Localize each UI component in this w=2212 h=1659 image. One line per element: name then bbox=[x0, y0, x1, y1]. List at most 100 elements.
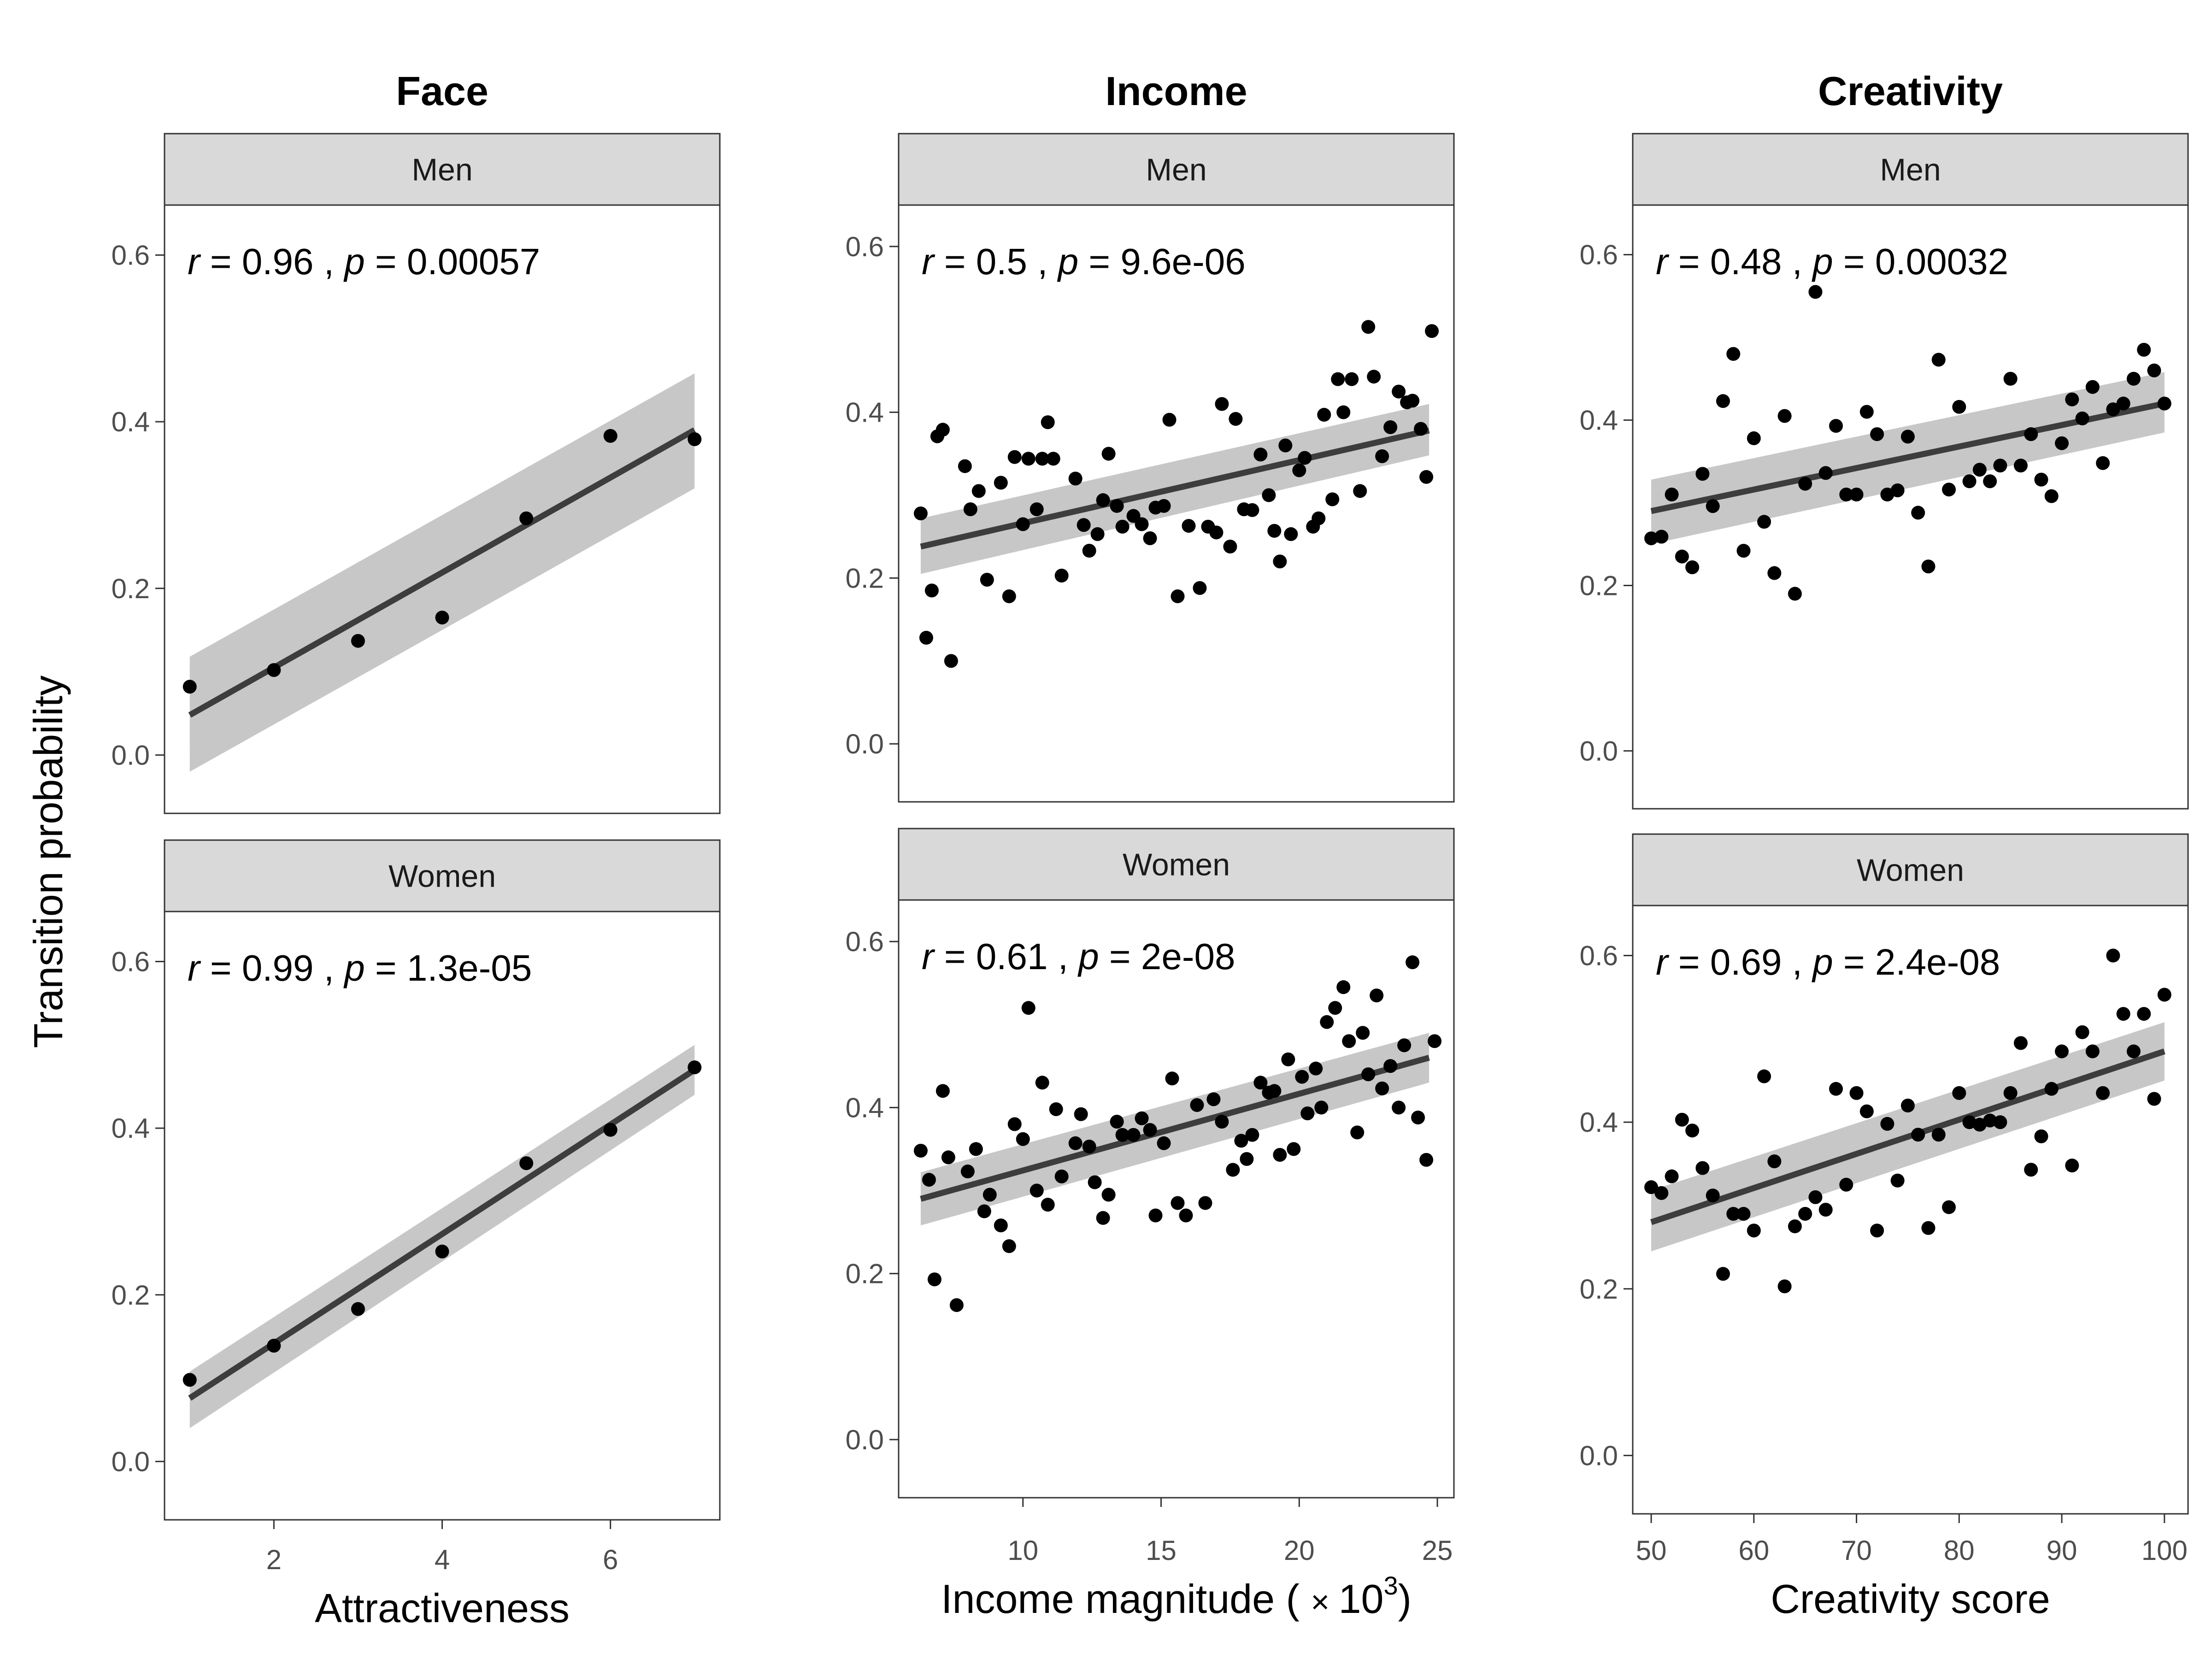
panel-border bbox=[164, 204, 721, 814]
data-point bbox=[1088, 1175, 1102, 1189]
data-point bbox=[1035, 1076, 1049, 1090]
plot-grid: Face Men 0.0 0.2 0.4 0.6 r = 0.96 , p = 0.0005… bbox=[112, 68, 2189, 1631]
data-point bbox=[2075, 411, 2089, 425]
data-point bbox=[1284, 527, 1298, 541]
r-symbol: r bbox=[1656, 241, 1670, 282]
column-face: Face Men 0.0 0.2 0.4 0.6 r = 0.96 , p = 0.0005… bbox=[112, 68, 721, 1631]
data-point bbox=[1900, 429, 1915, 444]
data-point bbox=[1983, 474, 1997, 488]
data-point bbox=[1002, 1239, 1016, 1253]
data-point bbox=[1777, 409, 1792, 423]
data-point bbox=[1077, 518, 1091, 532]
data-point bbox=[1685, 560, 1700, 574]
data-point bbox=[1654, 529, 1669, 544]
correlation-annotation: r = 0.48 , p = 0.00032 bbox=[1656, 241, 2008, 282]
data-point bbox=[1962, 474, 1977, 488]
data-point bbox=[1406, 955, 1420, 970]
data-point bbox=[980, 572, 994, 587]
data-point bbox=[1320, 1015, 1334, 1029]
data-point bbox=[1342, 1034, 1356, 1048]
data-point bbox=[2157, 396, 2171, 411]
data-point bbox=[1049, 1102, 1063, 1116]
data-point bbox=[994, 1218, 1008, 1233]
strip-box bbox=[898, 828, 1455, 901]
y-tick-label: 0.2 bbox=[1580, 570, 1618, 601]
data-point bbox=[1193, 581, 1207, 595]
data-point bbox=[1428, 1034, 1442, 1048]
x-axis-title-exponent: 3 bbox=[1383, 1571, 1398, 1600]
data-point bbox=[1952, 400, 1966, 414]
data-point bbox=[1046, 452, 1060, 466]
data-point bbox=[1068, 471, 1082, 486]
data-point bbox=[182, 680, 197, 694]
column-title: Face bbox=[396, 68, 488, 114]
data-point bbox=[1234, 1134, 1248, 1148]
r-value: = 0.61 , bbox=[934, 936, 1079, 977]
data-point bbox=[963, 502, 977, 517]
data-point bbox=[1021, 452, 1035, 466]
data-point bbox=[1126, 1128, 1141, 1142]
data-point bbox=[1110, 1114, 1124, 1129]
data-point bbox=[1767, 1154, 1782, 1169]
data-point bbox=[351, 1302, 365, 1316]
data-point bbox=[688, 432, 702, 447]
x-tick-label: 20 bbox=[1284, 1535, 1315, 1566]
p-value: = 2e-08 bbox=[1099, 936, 1235, 977]
data-point bbox=[1165, 1071, 1179, 1086]
data-point bbox=[1675, 549, 1689, 564]
data-point bbox=[1993, 459, 2007, 473]
data-point bbox=[1788, 587, 1802, 601]
data-point bbox=[1068, 1136, 1082, 1150]
data-point bbox=[1695, 467, 1710, 481]
strip-label: Men bbox=[412, 153, 472, 188]
x-axis-title: Attractiveness bbox=[315, 1585, 570, 1631]
data-point bbox=[1665, 1169, 1679, 1183]
data-point bbox=[1110, 499, 1124, 513]
data-point bbox=[2137, 343, 2151, 357]
y-tick-label: 0.4 bbox=[112, 406, 150, 437]
data-point bbox=[2003, 371, 2018, 386]
data-point bbox=[1392, 384, 1406, 399]
data-point bbox=[1993, 1115, 2007, 1130]
p-value: = 0.00057 bbox=[365, 241, 540, 282]
data-point bbox=[1245, 1128, 1259, 1142]
x-axis-title: Income magnitude ( × 103) bbox=[941, 1571, 1412, 1622]
data-point bbox=[1921, 559, 1936, 574]
data-point bbox=[1685, 1124, 1700, 1138]
r-symbol: r bbox=[922, 241, 935, 282]
column-title: Income bbox=[1105, 68, 1247, 114]
data-point bbox=[1911, 506, 1925, 520]
y-tick-label: 0.6 bbox=[1580, 940, 1618, 971]
data-point bbox=[1757, 1069, 1771, 1083]
p-symbol: p bbox=[1077, 936, 1099, 977]
y-tick-label: 0.2 bbox=[112, 573, 150, 604]
data-point bbox=[1179, 1208, 1193, 1223]
x-tick-label: 60 bbox=[1738, 1535, 1769, 1566]
data-point bbox=[1406, 394, 1420, 408]
data-point bbox=[2137, 1007, 2151, 1021]
data-point bbox=[1411, 1110, 1425, 1124]
x-axis-title: Creativity score bbox=[1771, 1576, 2050, 1622]
data-point bbox=[2065, 1159, 2079, 1173]
data-point bbox=[1148, 1208, 1163, 1223]
data-point bbox=[1818, 466, 1833, 480]
x-tick-label: 50 bbox=[1636, 1535, 1667, 1566]
data-point bbox=[1331, 372, 1345, 386]
data-point bbox=[1942, 1200, 1956, 1214]
data-point bbox=[1829, 1082, 1843, 1096]
column-title: Creativity bbox=[1818, 68, 2003, 114]
data-point bbox=[935, 423, 950, 437]
data-point bbox=[1375, 449, 1389, 463]
x-axis-title-close: ) bbox=[1398, 1576, 1412, 1622]
y-tick-label: 0.4 bbox=[112, 1113, 150, 1144]
data-point bbox=[267, 1339, 281, 1353]
data-point bbox=[2034, 1129, 2048, 1143]
panel-men: Men 0.0 0.2 0.4 0.6 r = 0.48 , p = 0.00032 bbox=[1580, 133, 2189, 810]
data-point bbox=[351, 634, 365, 648]
data-point bbox=[1361, 1067, 1376, 1082]
p-symbol: p bbox=[1812, 941, 1833, 982]
data-point bbox=[1849, 1086, 1864, 1100]
data-point bbox=[1870, 427, 1884, 441]
data-point bbox=[2116, 396, 2130, 411]
data-point bbox=[2147, 1092, 2161, 1106]
